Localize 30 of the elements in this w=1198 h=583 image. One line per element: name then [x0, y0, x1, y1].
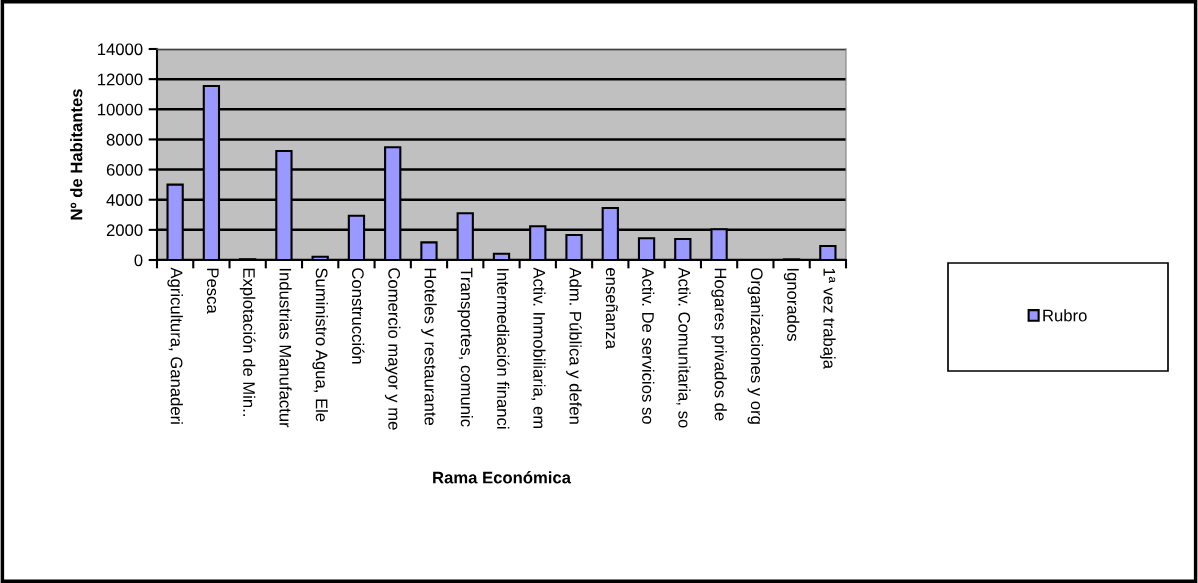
x-tick-label: Explotación de Min..: [239, 268, 256, 416]
x-tick-label: Activ. De servicios so: [642, 267, 655, 424]
y-tick-label: 0: [134, 254, 143, 267]
y-tick-label: 2000: [106, 224, 143, 237]
y-tick-label: 6000: [106, 163, 143, 176]
x-tick-label: Intermediación financi: [497, 268, 510, 429]
y-tick-label: 14000: [98, 43, 143, 56]
x-tick-label: Suministro Agua, Ele: [312, 268, 328, 422]
x-tick-label: Transportes, comunic: [457, 267, 474, 427]
y-tick-label: 10000: [98, 103, 143, 116]
x-tick-label: Comercio mayor y me: [384, 268, 401, 430]
x-tick-label: Agricultura, Ganaderi: [167, 267, 183, 424]
x-axis-title: Rama Económica: [433, 471, 572, 484]
x-tick-label: Activ. Inmobiliaria, em: [531, 267, 546, 429]
x-tick-label: Pesca: [206, 268, 219, 314]
x-tick-label: Organizaciones y org: [747, 268, 764, 424]
y-tick-label: 12000: [98, 73, 143, 86]
x-tick-label: Activ. Comunitaria, so: [676, 267, 691, 428]
x-tick-label: Hogares privados de: [711, 268, 727, 421]
x-tick-label: Adm. Pública y defen: [566, 267, 582, 424]
y-tick-label: 4000: [106, 194, 143, 206]
x-tick-label: Hoteles y restaurante: [421, 268, 437, 426]
x-tick-label: Ignorados: [783, 268, 800, 341]
legend-label: Rubro: [1043, 309, 1087, 322]
x-tick-label: Industrias Manufactur: [279, 268, 292, 428]
x-tick-label: 1ª vez trabaja: [820, 268, 836, 369]
y-axis-title: Nº de Habitantes: [70, 89, 83, 220]
y-tick-label: 8000: [106, 133, 143, 146]
x-tick-label: enseñanza: [605, 268, 618, 349]
x-tick-label: Construcción: [351, 268, 365, 364]
